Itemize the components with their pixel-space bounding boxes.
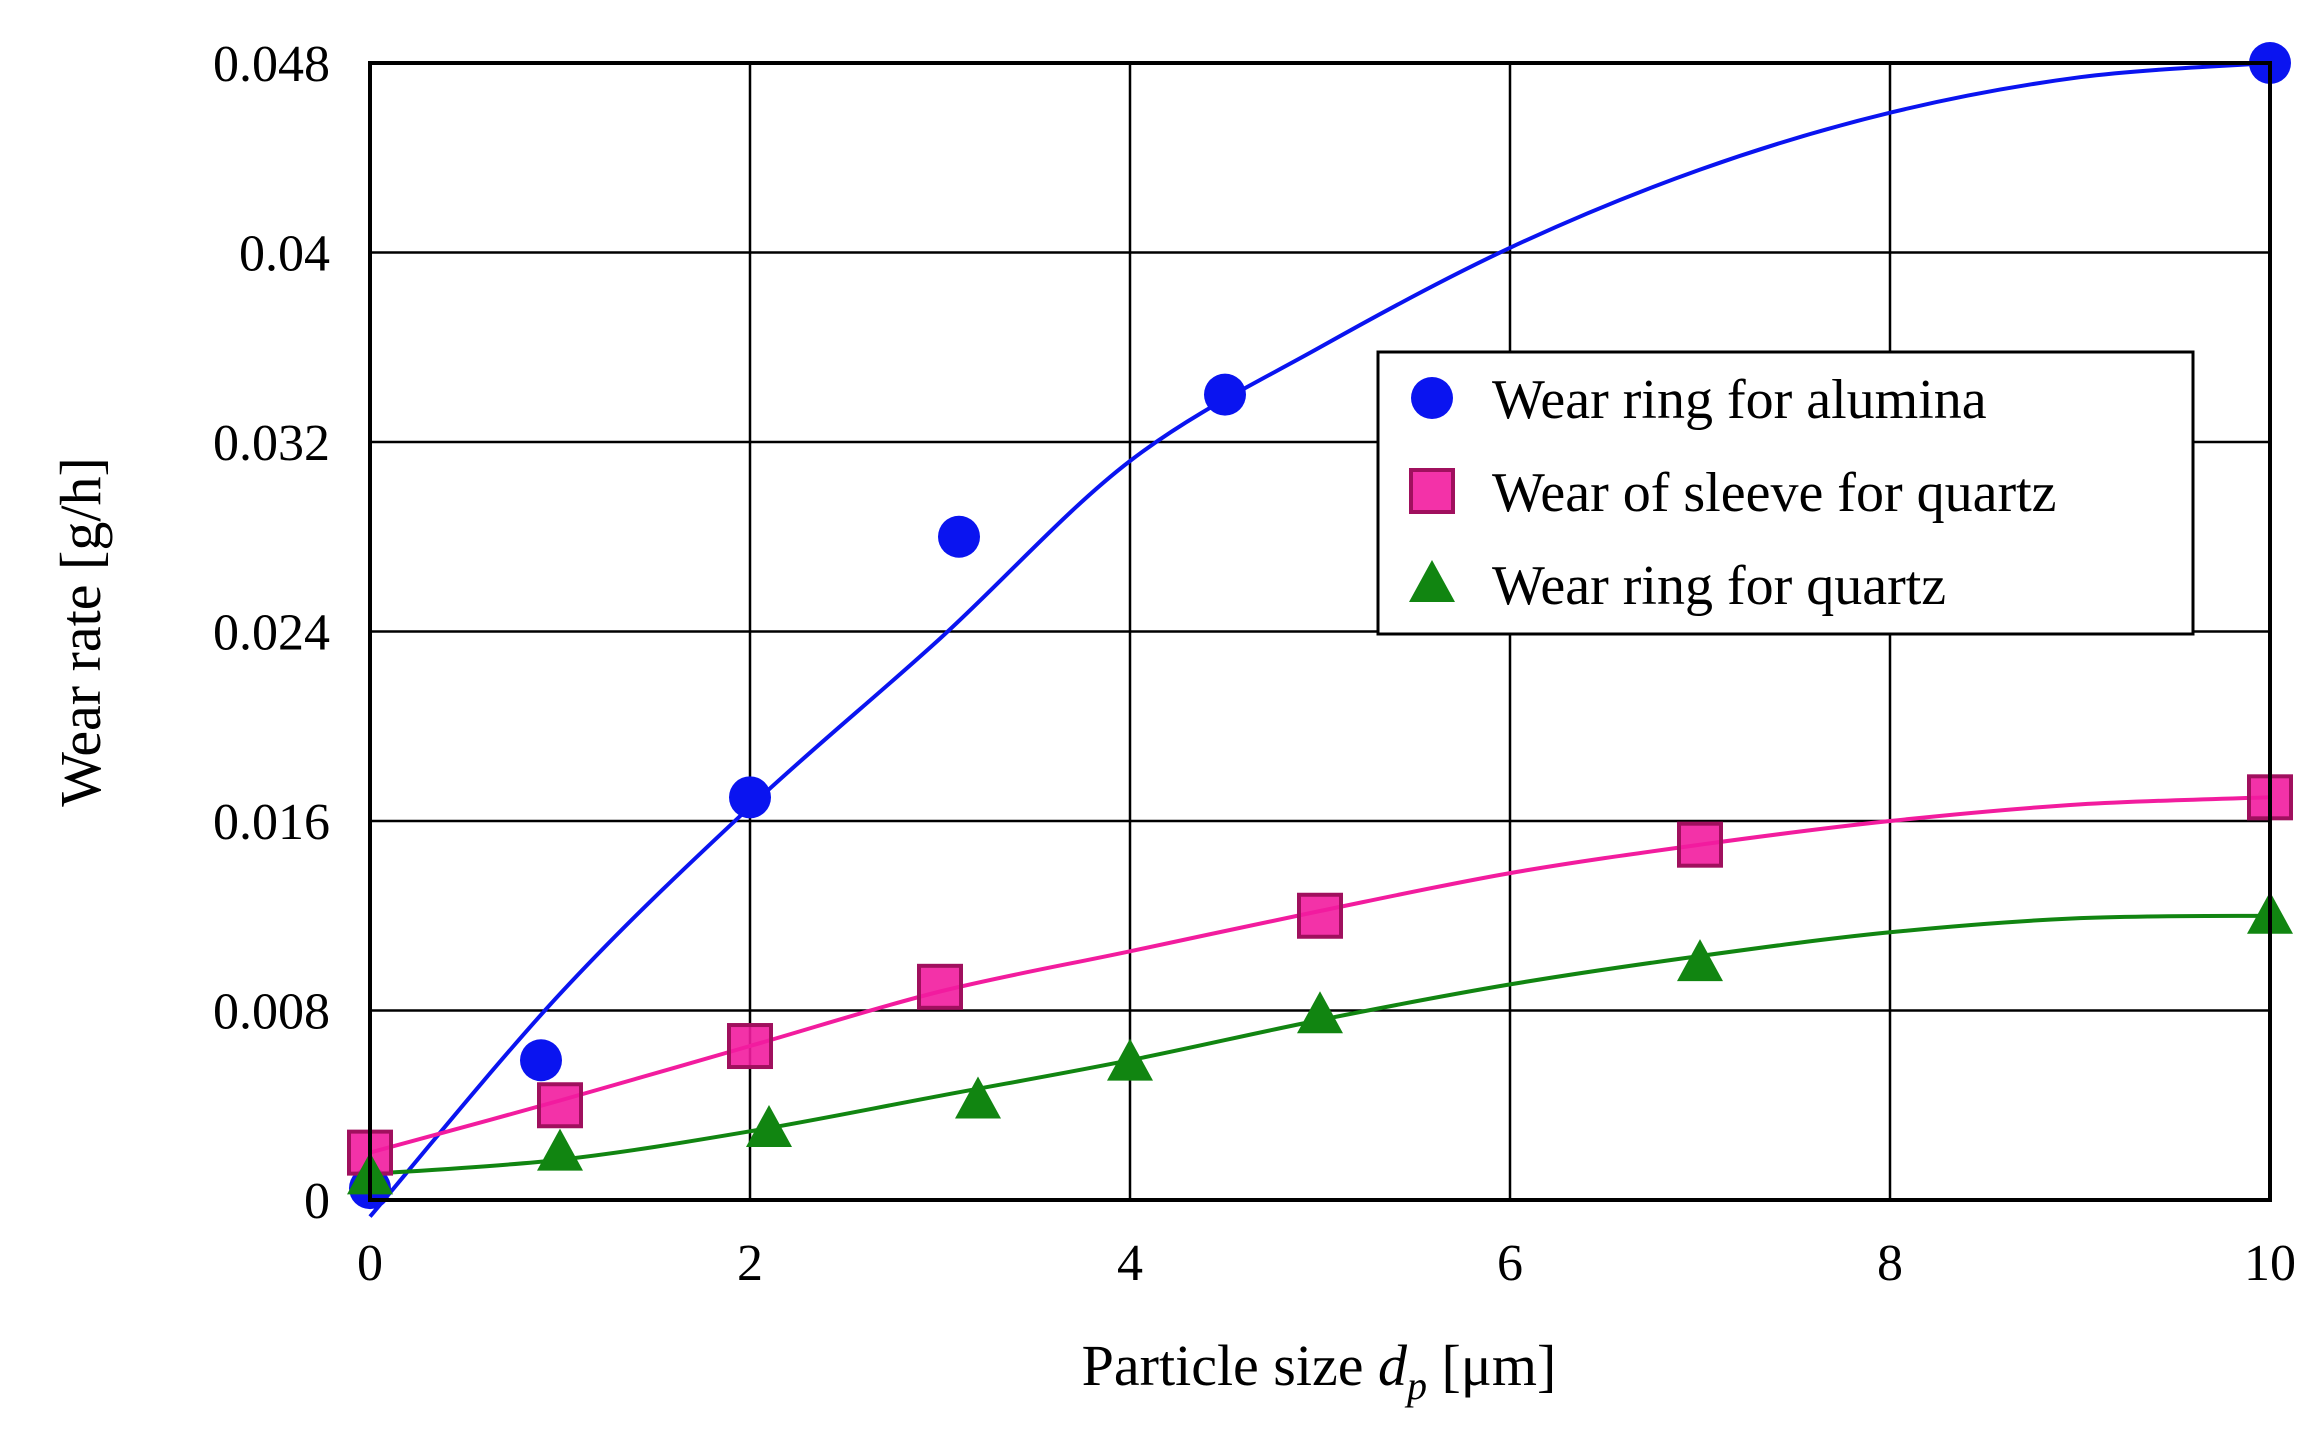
x-axis-ticks: 0 2 4 6 8 10 xyxy=(357,1235,2296,1292)
legend-entry-ring-quartz: Wear ring for quartz xyxy=(1409,555,1946,617)
alumina-ring-point xyxy=(729,776,771,819)
ring-quartz-point xyxy=(1297,991,1343,1034)
ring-quartz-point xyxy=(537,1128,583,1171)
sleeve-quartz-fit-curve xyxy=(369,795,2271,1155)
legend-marker xyxy=(1409,560,1455,602)
ring-quartz-fit-curve xyxy=(369,913,2271,1176)
y-axis-ticks: 0 0.008 0.016 0.024 0.032 0.04 0.048 xyxy=(213,36,330,1230)
ring-quartz-point xyxy=(1107,1038,1153,1081)
plot-frame xyxy=(368,61,2272,1202)
y-tick-label: 0 xyxy=(304,1173,330,1230)
x-axis-title-text: Particle size xyxy=(1082,1333,1364,1398)
legend: Wear ring for alumina Wear of sleeve for … xyxy=(1376,350,2195,636)
y-tick-label: 0.032 xyxy=(213,415,330,472)
x-tick-label: 10 xyxy=(2244,1235,2296,1292)
legend-marker xyxy=(1411,377,1453,419)
legend-label: Wear of sleeve for quartz xyxy=(1492,462,2057,524)
x-tick-label: 6 xyxy=(1497,1235,1523,1292)
legend-label: Wear ring for alumina xyxy=(1492,369,1987,431)
alumina-ring-point xyxy=(938,515,980,558)
x-tick-label: 8 xyxy=(1877,1235,1903,1292)
y-tick-label: 0.024 xyxy=(213,605,330,662)
x-axis-title-symbol: d xyxy=(1378,1333,1408,1398)
ring-quartz-point xyxy=(1677,939,1723,982)
x-tick-label: 4 xyxy=(1117,1235,1143,1292)
legend-marker xyxy=(1409,468,1455,514)
sleeve-quartz-point xyxy=(727,1023,773,1070)
y-tick-label: 0.04 xyxy=(239,226,330,283)
y-tick-label: 0.016 xyxy=(213,794,330,851)
sleeve-quartz-point xyxy=(537,1082,583,1129)
legend-entry-alumina-ring: Wear ring for alumina xyxy=(1411,369,1987,431)
sleeve-quartz-point xyxy=(1677,821,1723,868)
ring-quartz-point xyxy=(746,1104,792,1147)
alumina-ring-fit-curve xyxy=(368,61,2271,1218)
x-axis-title: Particle size dp [μm] xyxy=(1082,1333,1557,1408)
alumina-ring-point xyxy=(520,1039,562,1082)
legend-label: Wear ring for quartz xyxy=(1492,555,1946,617)
y-axis-title: Wear rate [g/h] xyxy=(48,457,113,807)
sleeve-quartz-point xyxy=(917,963,963,1010)
x-axis-title-unit: [μm] xyxy=(1441,1333,1556,1398)
ring-quartz-point xyxy=(955,1076,1001,1119)
y-tick-label: 0.008 xyxy=(213,984,330,1041)
legend-entry-sleeve-quartz: Wear of sleeve for quartz xyxy=(1409,462,2057,524)
x-axis-title-subscript: p xyxy=(1404,1363,1427,1408)
x-tick-label: 0 xyxy=(357,1235,383,1292)
y-tick-label: 0.048 xyxy=(213,36,330,93)
x-tick-label: 2 xyxy=(737,1235,763,1292)
sleeve-quartz-point xyxy=(1297,892,1343,939)
fit-curves xyxy=(368,61,2271,1218)
legend-box xyxy=(1376,350,2195,636)
alumina-ring-point xyxy=(1204,373,1246,416)
